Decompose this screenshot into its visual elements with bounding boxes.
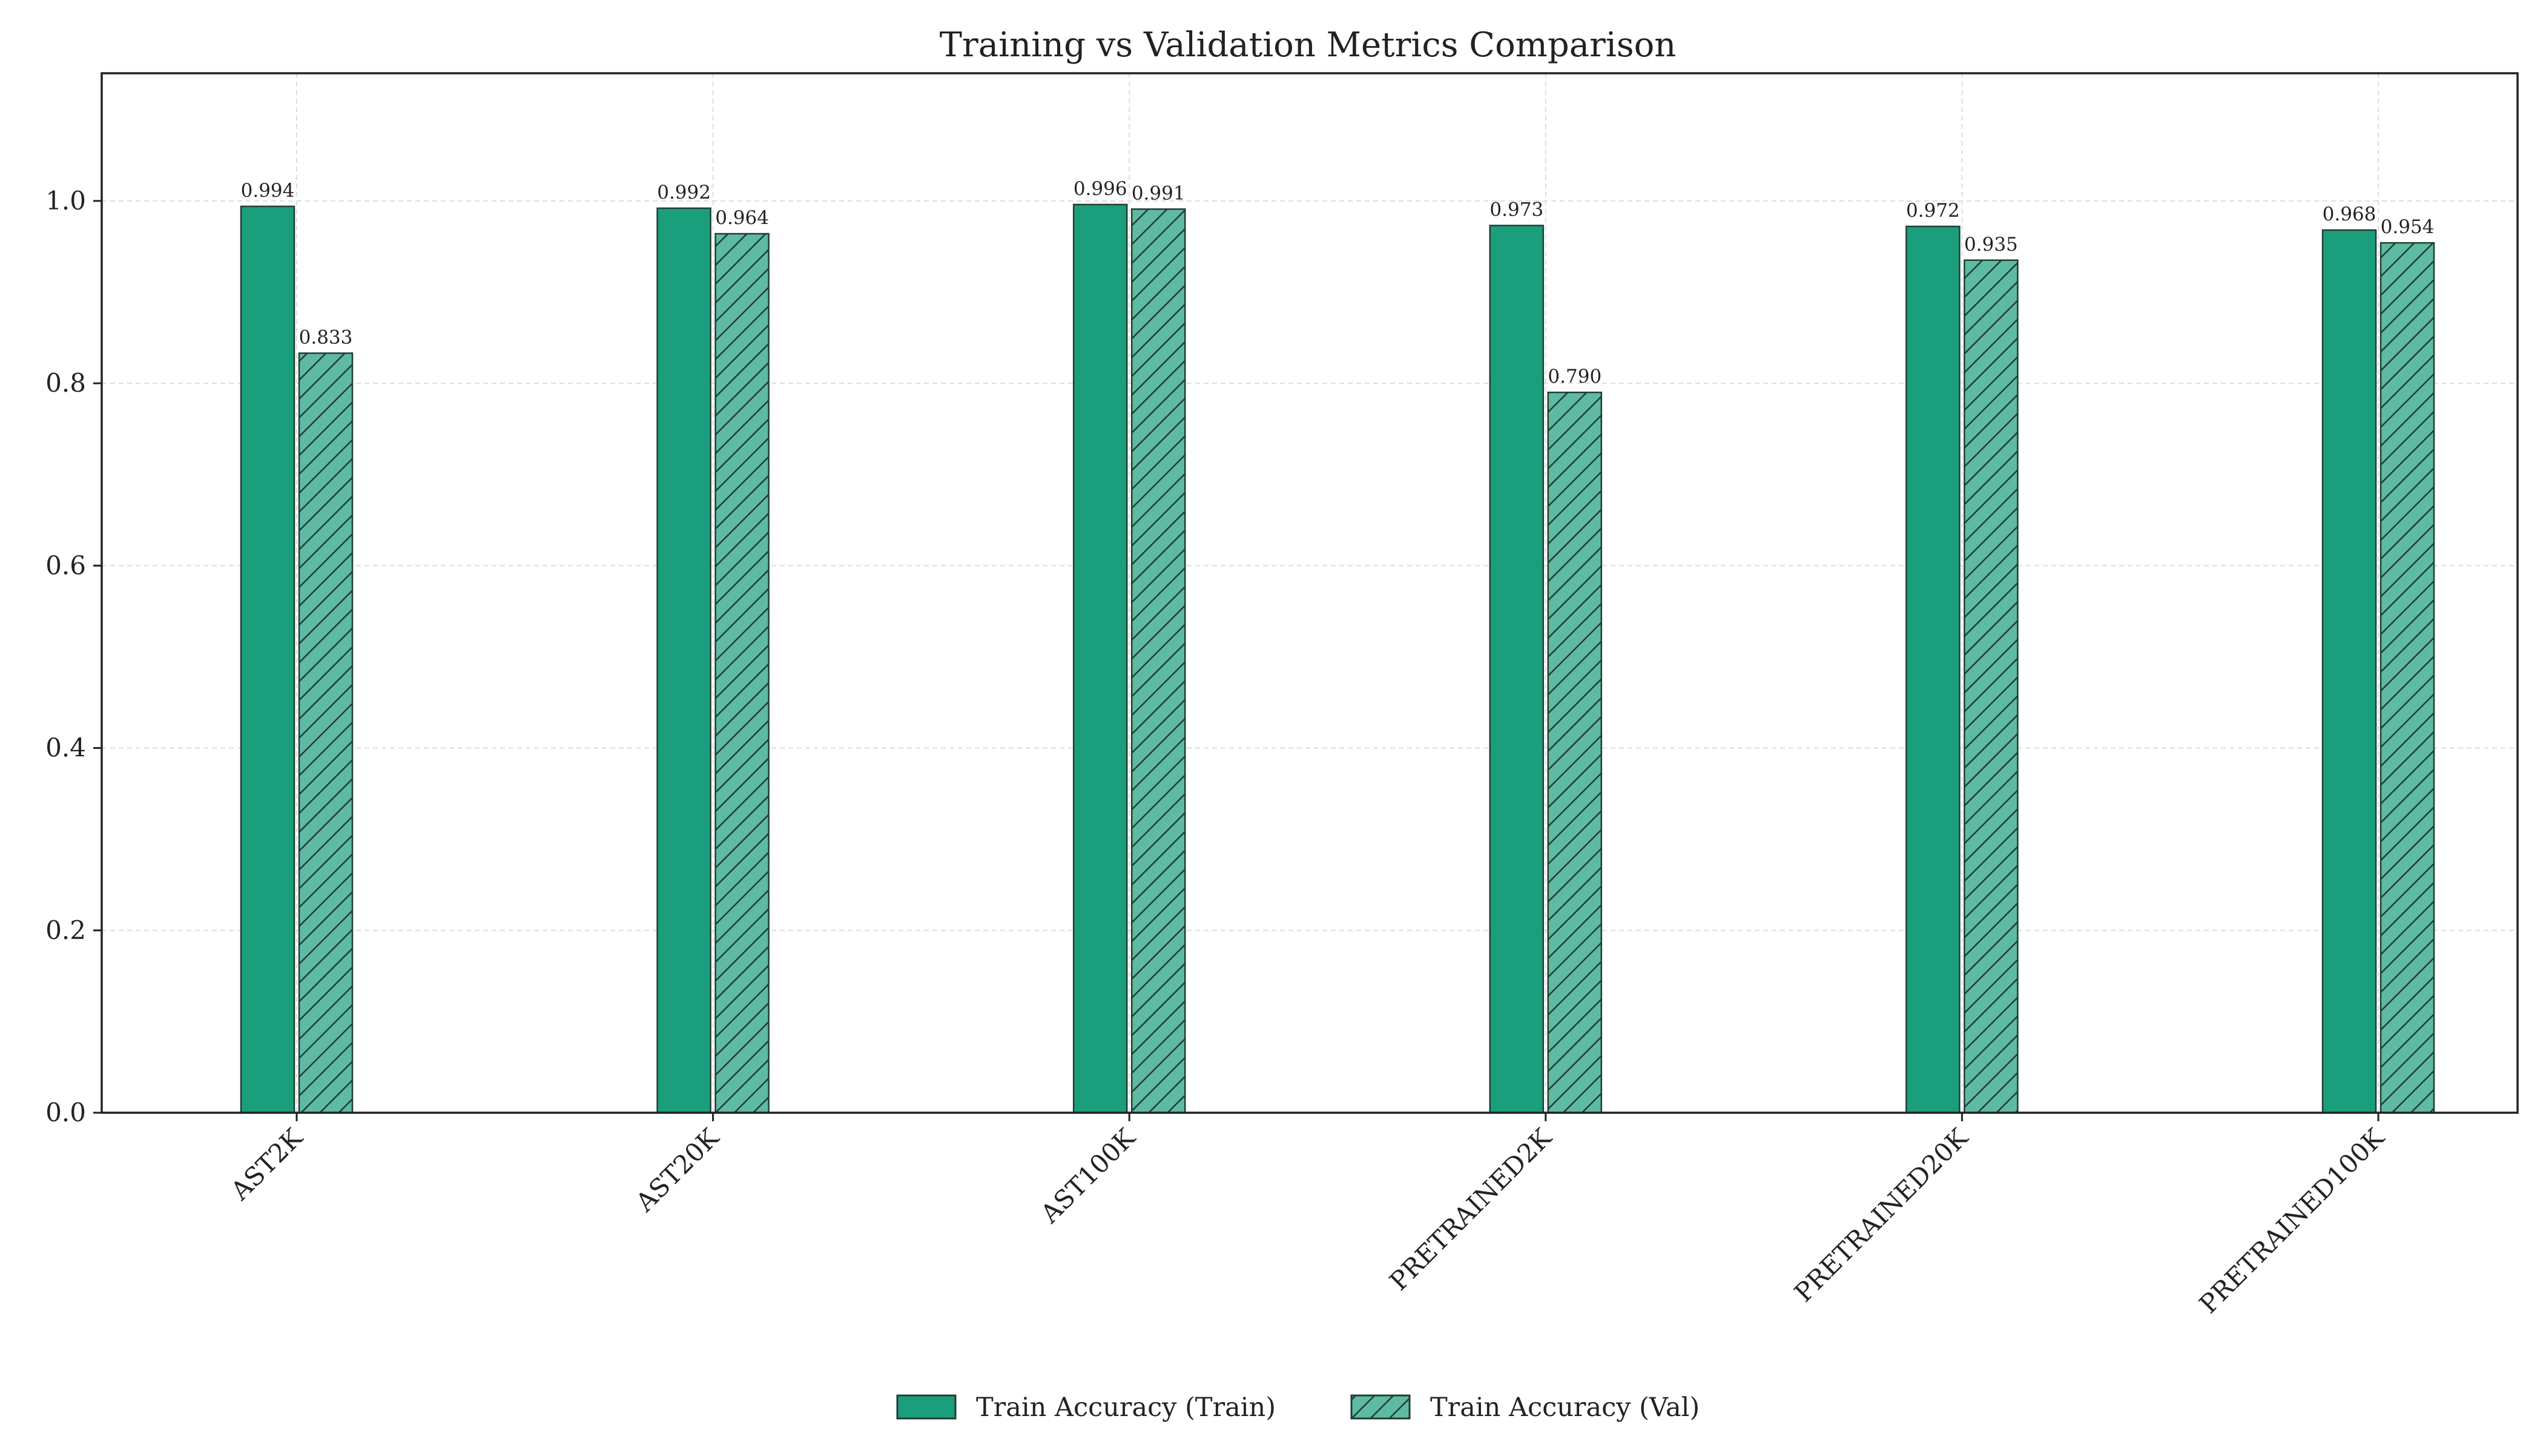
axes-layer: 0.0 0.2 0.4 0.6 0.8 1.0 AST2K AST20K AST100K PRET… [45,72,2519,1319]
bar-value-label: 0.972 [1906,200,1960,222]
x-tick-label: AST2K [225,1122,309,1206]
bar-value-label: 0.790 [1548,366,1601,387]
x-tick-label: AST20K [630,1122,725,1217]
x-tick-label: PRETRAINED2K [1384,1122,1558,1296]
y-tick-label: 0.6 [45,550,86,580]
y-tick-label: 0.2 [45,915,86,945]
x-tick-label: PRETRAINED100K [2194,1122,2391,1319]
bar-value-label: 0.973 [1489,199,1543,221]
bar [1489,225,1545,1114]
bar [1547,391,1603,1114]
bar [1072,203,1128,1114]
x-tick-label: PRETRAINED20K [1789,1122,1974,1308]
bar [714,232,770,1114]
legend-swatch [1350,1394,1411,1420]
legend-label: Train Accuracy (Val) [1430,1392,1700,1423]
bars-layer: 0.994 0.992 0.996 0.973 0.972 0.968 0.833 0.964… [240,178,2435,1114]
bar-value-label: 0.994 [241,180,295,202]
bar [2380,242,2435,1114]
y-tick-label: 0.8 [45,368,86,398]
bar-value-label: 0.833 [299,326,353,348]
bar-value-label: 0.964 [715,207,769,229]
bar [656,207,711,1114]
bar [1964,259,2019,1114]
legend-label: Train Accuracy (Train) [976,1392,1276,1423]
grid-layer [102,73,2518,1113]
bar-value-label: 0.968 [2323,203,2376,225]
y-tick-label: 0.0 [45,1098,86,1127]
x-tick-label: AST100K [1034,1122,1141,1229]
bar-value-label: 0.996 [1074,178,1127,200]
plot-frame [101,72,2519,1114]
y-tick-label: 1.0 [45,186,86,216]
bar [1130,208,1186,1114]
y-tick-label: 0.4 [45,733,86,763]
bar-value-label: 0.992 [657,182,711,203]
bar [240,205,295,1114]
bar [298,352,354,1114]
bar-value-label: 0.935 [1964,234,2018,255]
bar-value-label: 0.954 [2381,216,2435,238]
legend-swatch [896,1394,957,1420]
bar [1905,225,1961,1114]
bar [2321,229,2377,1114]
legend: Train Accuracy (Train) Train Accuracy (Va… [896,1392,1700,1423]
bar-value-label: 0.991 [1132,182,1186,204]
chart-title: Training vs Validation Metrics Compariso… [940,25,1677,65]
